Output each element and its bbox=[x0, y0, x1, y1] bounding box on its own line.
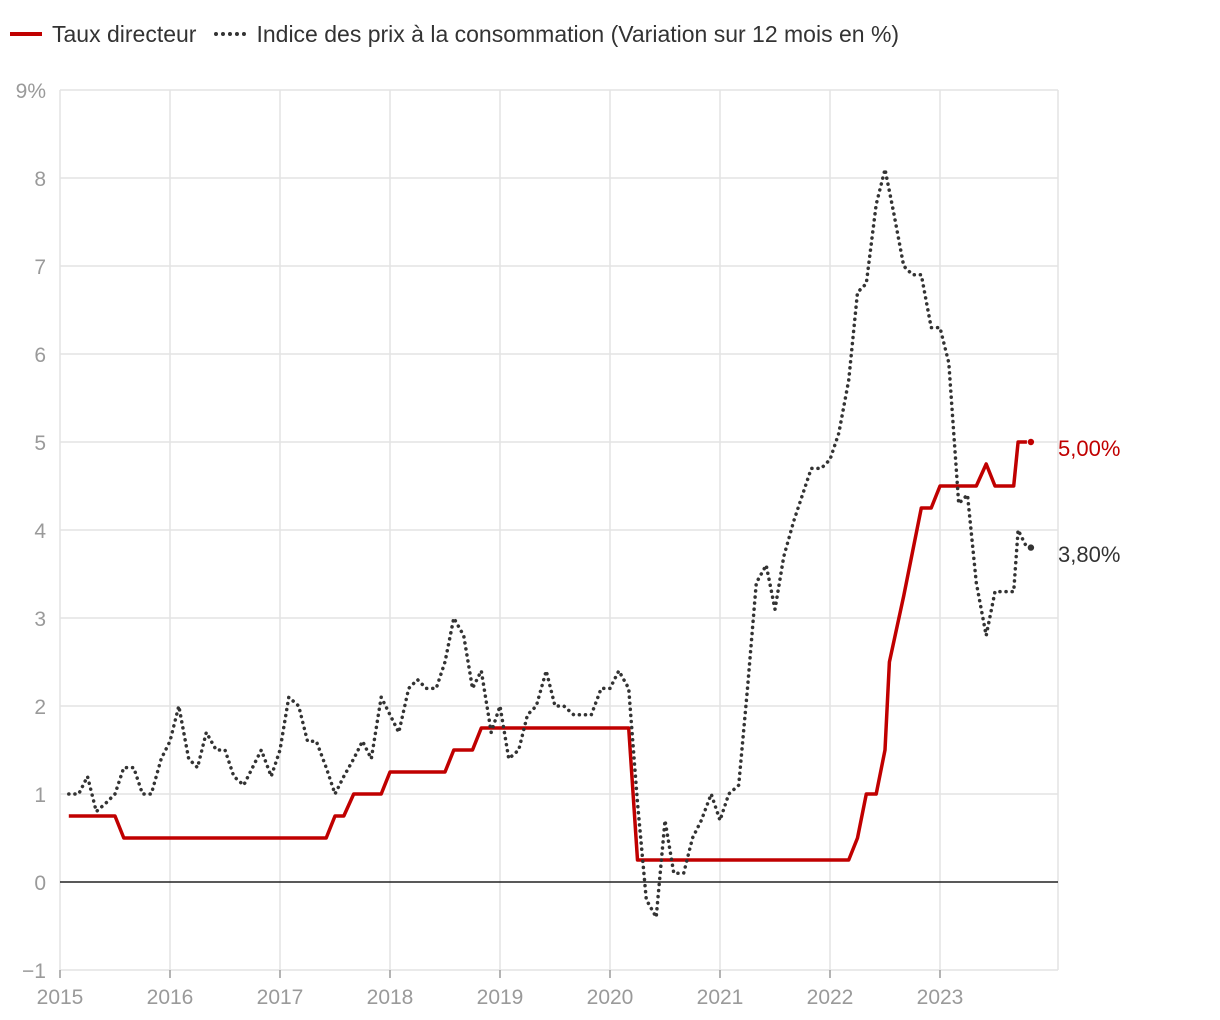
x-tick-label: 2022 bbox=[807, 986, 854, 1009]
y-tick-label: 7 bbox=[34, 256, 46, 279]
x-tick-label: 2023 bbox=[917, 986, 964, 1009]
y-tick-label: 4 bbox=[34, 520, 46, 543]
grid bbox=[59, 89, 1059, 971]
y-tick-label: 6 bbox=[34, 344, 46, 367]
y-tick-label: 1 bbox=[34, 784, 46, 807]
y-tick-label: 2 bbox=[34, 696, 46, 719]
end-point-policy-rate bbox=[1027, 438, 1035, 446]
x-tick-label: 2016 bbox=[147, 986, 194, 1009]
end-labels: 5,00% 3,80% bbox=[1058, 436, 1120, 567]
legend-label-cpi: Indice des prix à la consommation (Varia… bbox=[256, 20, 900, 47]
x-tick-label: 2019 bbox=[477, 986, 524, 1009]
x-tick-label: 2015 bbox=[37, 986, 84, 1009]
y-tick-label: 9% bbox=[16, 80, 46, 103]
x-tick-label: 2021 bbox=[697, 986, 744, 1009]
legend-label-policy-rate: Taux directeur bbox=[52, 20, 197, 47]
legend-item-cpi[interactable]: Indice des prix à la consommation (Varia… bbox=[214, 21, 899, 48]
y-tick-label: 3 bbox=[34, 608, 46, 631]
x-tick-label: 2018 bbox=[367, 986, 414, 1009]
legend-item-policy-rate[interactable]: Taux directeur bbox=[10, 21, 196, 48]
y-tick-label: −1 bbox=[22, 960, 46, 983]
legend-swatch-policy-rate bbox=[10, 32, 42, 36]
series-line-policy-rate bbox=[68, 440, 1027, 862]
axes: −1 0 1 2 3 4 5 6 7 8 9% 2015 2016 2017 2018 2019 2020 202… bbox=[16, 80, 1058, 1009]
legend: Taux directeur Indice des prix à la cons… bbox=[10, 18, 917, 50]
series bbox=[67, 167, 1035, 919]
y-tick-label: 8 bbox=[34, 168, 46, 191]
series-line-cpi bbox=[67, 167, 1029, 919]
x-tick-label: 2020 bbox=[587, 986, 634, 1009]
x-tick-label: 2017 bbox=[257, 986, 304, 1009]
end-label-cpi: 3,80% bbox=[1058, 542, 1120, 567]
y-tick-label: 0 bbox=[34, 872, 46, 895]
end-point-cpi bbox=[1027, 544, 1035, 551]
end-label-policy-rate: 5,00% bbox=[1058, 436, 1120, 461]
y-tick-label: 5 bbox=[34, 432, 46, 455]
legend-swatch-cpi bbox=[214, 32, 247, 36]
